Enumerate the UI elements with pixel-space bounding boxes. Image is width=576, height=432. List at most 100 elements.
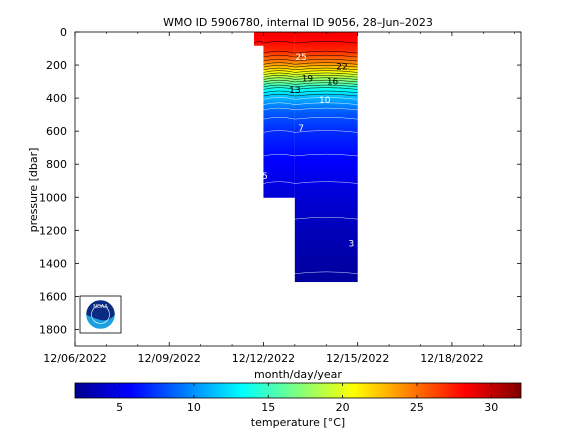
temperature-cell: [263, 137, 295, 140]
temperature-cell: [294, 146, 358, 149]
colorbar-tick-label-0: 5: [116, 401, 123, 414]
temperature-cell: [294, 190, 358, 193]
temperature-cell: [294, 134, 358, 137]
temperature-cell: [294, 222, 358, 225]
temperature-cell: [294, 114, 358, 117]
temperature-cell: [294, 243, 358, 246]
contour-line-15-seg-2: [294, 84, 358, 88]
temperature-cell: [263, 162, 295, 165]
temperature-cell: [294, 170, 358, 173]
temperature-cell: [294, 227, 358, 230]
temperature-cell: [294, 45, 358, 48]
colorbar-tick-label-3: 20: [336, 401, 350, 414]
temperature-cell: [294, 189, 358, 192]
contour-line-9-seg-1: [263, 107, 295, 111]
temperature-cell: [263, 146, 295, 149]
contour-line-16-seg-2: [294, 82, 358, 85]
temperature-cell: [294, 83, 358, 86]
temperature-cell: [263, 104, 295, 107]
temperature-cell: [294, 205, 358, 208]
temperature-cell: [263, 132, 295, 135]
temperature-cell: [263, 38, 295, 41]
temperature-cell: [294, 230, 358, 233]
temperature-cell: [263, 83, 295, 86]
temperature-cell: [263, 170, 295, 173]
temperature-cell: [263, 60, 295, 63]
temperature-cell: [263, 147, 295, 150]
contour-line-13-seg-2: [294, 90, 358, 93]
contour-line-12-seg-2: [294, 93, 358, 97]
temperature-cell: [294, 278, 358, 281]
temperature-cell: [294, 240, 358, 243]
contour-line-28-seg-1: [263, 41, 295, 44]
temperature-cell: [294, 253, 358, 256]
contour-label-6: 7: [298, 124, 304, 134]
temperature-cell: [263, 73, 295, 76]
temperature-cell: [294, 94, 358, 97]
temperature-cell: [294, 197, 358, 200]
temperature-cell: [263, 109, 295, 112]
temperature-cell: [254, 43, 264, 46]
temperature-cell: [294, 208, 358, 211]
contour-line-21-seg-2: [294, 70, 358, 73]
temperature-cell: [294, 233, 358, 236]
contour-label-0: 25: [295, 53, 306, 63]
temperature-cell: [263, 189, 295, 192]
temperature-cell: [263, 53, 295, 56]
temperature-cell: [294, 207, 358, 210]
temperature-cell: [294, 213, 358, 216]
temperature-cell: [294, 195, 358, 198]
colorbar-ticks: 5 10 15 20 25 30: [116, 383, 498, 414]
temperature-cell: [294, 241, 358, 245]
contour-label-1: 22: [336, 63, 347, 73]
temperature-cell: [294, 55, 358, 58]
temperature-cell: [294, 36, 358, 40]
temperature-cell: [294, 48, 358, 51]
temperature-cell: [263, 79, 295, 83]
temperature-cell: [294, 104, 358, 107]
temperature-cell: [294, 162, 358, 165]
y-axis: 0 200 400 600 800 1000 1200 1400 1600 1800: [39, 26, 521, 336]
temperature-cell: [294, 68, 358, 71]
temperature-cell: [294, 235, 358, 238]
temperature-cell: [294, 117, 358, 121]
temperature-cell: [294, 248, 358, 251]
temperature-cell: [294, 273, 358, 276]
temperature-cell: [294, 255, 358, 258]
temperature-cell: [294, 236, 358, 240]
temperature-cell: [294, 41, 358, 45]
temperature-cell: [263, 45, 295, 48]
temperature-cell: [294, 111, 358, 114]
contour-line-11-seg-2: [294, 97, 358, 100]
temperature-cell: [294, 225, 358, 228]
temperature-cell: [263, 122, 295, 126]
temperature-cell: [294, 220, 358, 223]
y-tick-label-3: 600: [46, 125, 67, 138]
temperature-cell: [294, 231, 358, 235]
temperature-cell: [294, 53, 358, 56]
temperature-cell: [263, 88, 295, 91]
temperature-cell: [294, 174, 358, 177]
temperature-cell: [263, 169, 295, 172]
contour-line-23-seg-1: [263, 64, 295, 68]
temperature-cell: [294, 60, 358, 63]
contour-line-23-seg-2: [294, 64, 358, 68]
contour-line-28-seg-0: [253, 41, 264, 44]
temperature-cell: [294, 122, 358, 126]
temperature-cell: [294, 187, 358, 190]
temperature-cell: [263, 154, 295, 157]
temperature-cell: [263, 141, 295, 144]
contour-line-15-seg-1: [263, 84, 295, 88]
temperature-cell: [263, 152, 295, 155]
temperature-cell: [294, 172, 358, 175]
temperature-cell: [294, 159, 358, 162]
temperature-cell: [294, 127, 358, 131]
temperature-cell: [263, 56, 295, 59]
temperature-cell: [263, 33, 295, 36]
svg-text:NOAA: NOAA: [93, 304, 108, 310]
temperature-cell: [294, 165, 358, 169]
temperature-cell: [254, 38, 264, 41]
temperature-cell: [294, 121, 358, 124]
contour-line-14-seg-1: [263, 87, 295, 90]
temperature-cell: [294, 274, 358, 278]
